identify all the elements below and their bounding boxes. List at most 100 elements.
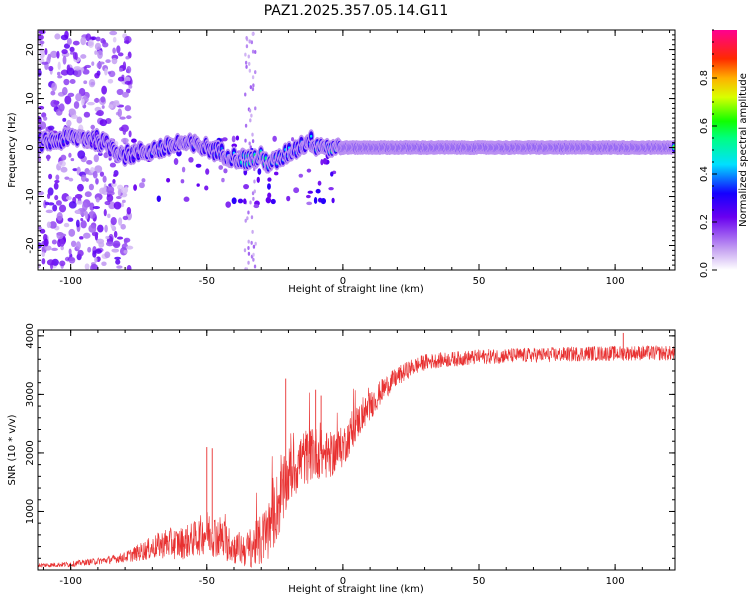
noise-blob	[47, 193, 51, 199]
noise-blob	[83, 232, 91, 239]
noise-blob	[131, 138, 137, 143]
colorbar-tick-label: 0.4	[699, 166, 710, 182]
noise-blob	[82, 202, 88, 212]
noise-blob	[122, 128, 127, 135]
snr-panel: -100 -50 0 50 100 1000 2000 3000 4000 Height of …	[7, 323, 676, 595]
noise-blob	[80, 217, 84, 222]
noise-blob	[92, 250, 97, 258]
noise-blob	[38, 69, 42, 77]
y-tick-label: 2000	[25, 440, 36, 465]
noise-blob	[123, 238, 128, 245]
noise-blob	[267, 192, 272, 199]
noise-blob	[123, 250, 128, 254]
noise-blob	[67, 217, 74, 222]
colorbar-tick-label: 0.2	[699, 214, 710, 230]
noise-blob	[90, 124, 96, 130]
noise-blob	[38, 225, 42, 230]
noise-blob	[244, 218, 247, 223]
noise-blob	[124, 105, 132, 112]
noise-blob	[72, 40, 80, 46]
noise-blob	[195, 163, 202, 168]
noise-blob	[122, 215, 129, 221]
noise-blob	[83, 111, 91, 118]
noise-blob	[102, 42, 109, 48]
noise-blob	[55, 200, 62, 206]
noise-blob	[49, 221, 57, 229]
noise-blob	[248, 61, 251, 66]
noise-blob	[95, 111, 102, 116]
noise-blob	[248, 108, 252, 113]
noise-blob	[39, 40, 45, 45]
noise-blob	[247, 260, 250, 265]
noise-blob	[113, 201, 122, 210]
y-tick-label: -10	[25, 188, 36, 204]
noise-blob	[44, 48, 48, 55]
noise-blob	[97, 224, 104, 233]
noise-blob	[80, 220, 87, 229]
noise-blob	[183, 196, 190, 202]
noise-blob	[244, 92, 247, 97]
noise-blob	[267, 183, 271, 190]
noise-blob	[104, 68, 108, 76]
noise-blob	[64, 95, 72, 105]
noise-blob	[99, 119, 108, 127]
noise-blob	[121, 199, 126, 203]
noise-blob	[72, 168, 78, 172]
spectrogram-xlabel: Height of straight line (km)	[288, 284, 424, 295]
noise-blob	[250, 40, 254, 45]
noise-blob	[69, 46, 75, 53]
noise-blob	[84, 211, 89, 220]
noise-blob	[248, 68, 252, 73]
noise-blob	[244, 138, 247, 143]
noise-blob	[41, 251, 46, 257]
noise-blob	[247, 210, 250, 215]
noise-blob	[112, 36, 117, 43]
noise-blob	[115, 195, 122, 200]
noise-blob	[291, 137, 295, 142]
spectrogram-ridge	[38, 126, 675, 174]
noise-blob	[43, 238, 49, 247]
colorbar: 0.0 0.2 0.4 0.6 0.8 Normalized spectral ampl…	[699, 29, 749, 278]
noise-blob	[117, 188, 121, 197]
noise-blob	[114, 256, 121, 260]
noise-blob	[111, 57, 118, 65]
noise-blob	[81, 98, 85, 106]
noise-blob	[254, 241, 257, 246]
noise-blob	[250, 215, 254, 220]
x-tick-label: 50	[473, 576, 486, 587]
noise-blob	[39, 49, 45, 59]
noise-blob	[41, 61, 49, 65]
noise-blob	[107, 213, 111, 219]
noise-blob	[68, 201, 77, 209]
noise-blob	[50, 90, 56, 96]
noise-blob	[75, 241, 81, 250]
snr-axes: -100 -50 0 50 100 1000 2000 3000 4000	[25, 323, 675, 587]
noise-blob	[252, 252, 255, 257]
noise-blob	[95, 36, 101, 42]
noise-blob	[252, 83, 255, 88]
noise-blob	[59, 239, 65, 247]
noise-blob	[100, 96, 106, 103]
noise-blob	[62, 117, 67, 122]
y-tick-label: 10	[25, 92, 36, 105]
noise-blob	[245, 64, 248, 69]
noise-blob	[60, 166, 68, 173]
noise-blob	[120, 223, 126, 230]
x-tick-label: 100	[606, 576, 625, 587]
noise-blob	[112, 47, 116, 54]
noise-blob	[248, 39, 251, 44]
noise-blob	[63, 222, 70, 228]
noise-blob	[125, 245, 134, 250]
noise-blob	[68, 248, 72, 256]
noise-blob	[298, 173, 304, 178]
y-tick-label: 20	[25, 43, 36, 56]
noise-blob	[119, 67, 123, 72]
noise-blob	[116, 236, 124, 240]
x-tick-label: 100	[606, 276, 625, 287]
noise-blob	[251, 132, 254, 137]
noise-blob	[85, 33, 92, 42]
noise-blob	[69, 79, 76, 84]
snr-ylabel: SNR (10 * v/v)	[7, 414, 18, 485]
noise-blob	[66, 119, 72, 127]
noise-blob	[85, 178, 89, 182]
